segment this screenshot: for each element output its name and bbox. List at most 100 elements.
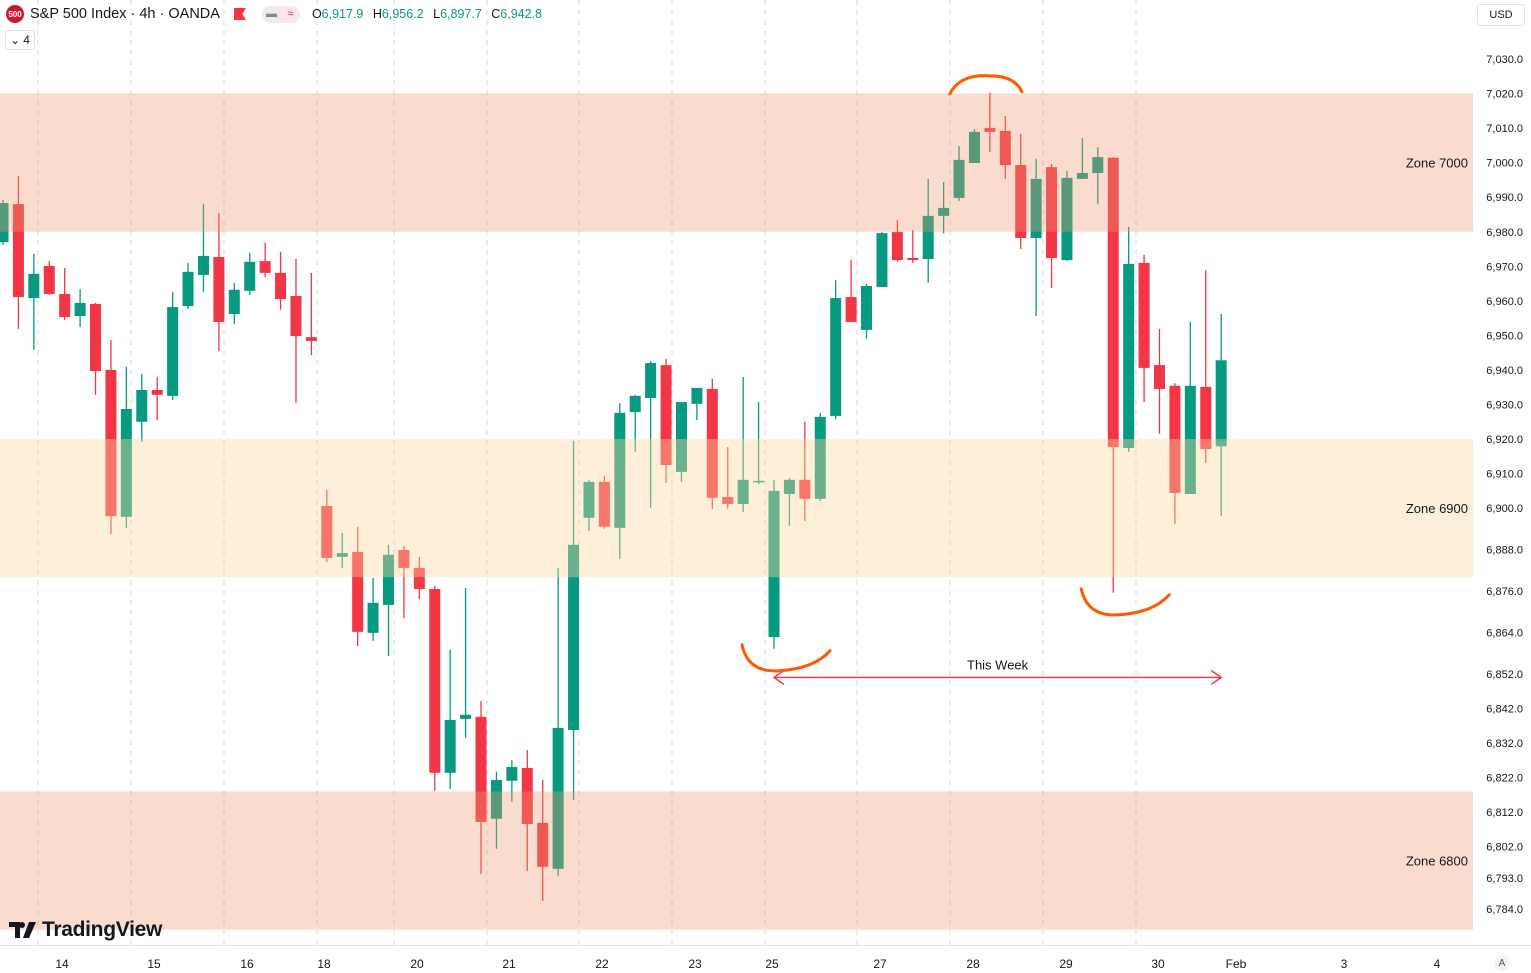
approx-icon[interactable]: ≈	[280, 5, 300, 23]
candle-body	[598, 481, 610, 527]
candle	[475, 700, 487, 875]
candle-body	[907, 258, 919, 261]
minus-icon[interactable]: ▬	[261, 5, 281, 23]
time-tick-label: 27	[873, 957, 887, 971]
candle-body	[1215, 360, 1227, 447]
candle-body	[228, 289, 240, 314]
price-tick-label: 7,010.0	[1486, 123, 1523, 135]
candle	[706, 378, 718, 509]
candle-body	[1030, 178, 1042, 238]
zone-label: Zone 7000	[1406, 156, 1468, 171]
candle-body	[845, 297, 857, 322]
candle-body	[120, 408, 132, 517]
zone-band	[0, 439, 1473, 578]
candle	[1061, 170, 1073, 262]
candle	[228, 282, 240, 324]
candle-body	[583, 481, 595, 518]
candle-body	[876, 233, 888, 288]
tradingview-logo-icon	[9, 922, 36, 938]
legend-count: 4	[23, 33, 30, 47]
candle-body	[1200, 386, 1212, 450]
symbol-title[interactable]: S&P 500 Index · 4h · OANDA	[30, 6, 220, 22]
range-label: This Week	[967, 657, 1029, 672]
price-axis[interactable]: 7,030.0 7,020.0 7,010.0 7,000.0 6,990.0 6,980…	[1486, 54, 1523, 916]
candle-body	[460, 714, 472, 719]
time-tick-label: 4	[1434, 957, 1441, 971]
zone-zone-7000: Zone 7000	[0, 93, 1473, 232]
candle-body	[783, 479, 795, 494]
currency-button[interactable]: USD	[1477, 4, 1525, 26]
indicator-pill[interactable]: ▬ ≈	[261, 5, 300, 23]
candle	[583, 479, 595, 531]
candle-body	[197, 255, 209, 275]
price-tick-label: 6,793.0	[1486, 873, 1523, 885]
price-tick-label: 6,960.0	[1486, 296, 1523, 308]
price-tick-label: 6,812.0	[1486, 807, 1523, 819]
candle-body	[938, 207, 950, 216]
candle	[968, 129, 980, 163]
price-tick-label: 6,990.0	[1486, 192, 1523, 204]
price-tick-label: 6,970.0	[1486, 261, 1523, 273]
candle-body	[90, 303, 102, 371]
swing-low-mark	[1079, 587, 1171, 617]
candle	[830, 280, 842, 420]
candle	[861, 283, 873, 339]
close-key: C	[491, 7, 501, 21]
time-axis[interactable]: 14 15 16 18 20 21 22 23 25 27 28 29 30 Feb 3 4	[0, 945, 1531, 972]
candle-body	[645, 363, 657, 398]
candle	[1184, 321, 1196, 494]
price-tick-label: 6,822.0	[1486, 773, 1523, 785]
candle	[460, 587, 472, 738]
flag-icon[interactable]	[233, 8, 246, 20]
tradingview-logo[interactable]: TradingView	[9, 918, 162, 942]
candle-body	[552, 727, 564, 869]
price-tick-label: 6,876.0	[1486, 586, 1523, 598]
zone-band	[0, 791, 1473, 930]
candle	[1076, 138, 1088, 179]
candle	[0, 199, 9, 245]
candle	[1200, 270, 1212, 463]
candle-body	[74, 302, 86, 317]
price-tick-label: 6,980.0	[1486, 227, 1523, 239]
candle-body	[830, 298, 842, 416]
auto-scale-button[interactable]: A	[1494, 955, 1510, 971]
candle-body	[891, 232, 903, 261]
legend-toggle-button[interactable]: ⌄ 4	[5, 30, 35, 50]
candle-body	[1015, 165, 1027, 238]
candle-body	[753, 480, 765, 483]
candle-body	[660, 365, 672, 465]
candle	[722, 446, 734, 509]
candle-body	[968, 131, 980, 163]
candle-body	[151, 389, 163, 395]
candle	[953, 146, 965, 202]
candle	[783, 478, 795, 526]
candle-body	[568, 544, 580, 730]
time-tick-label: 16	[240, 957, 254, 971]
time-tick-label: 29	[1059, 957, 1073, 971]
candle-body	[259, 261, 271, 273]
candle	[321, 489, 333, 563]
candle	[413, 556, 425, 600]
candle	[799, 421, 811, 521]
high-value: 6,956.2	[381, 7, 424, 21]
candle-body	[244, 261, 256, 291]
candle-body	[182, 271, 194, 307]
high-key: H	[372, 7, 382, 21]
candle-body	[537, 822, 549, 867]
price-tick-label: 7,030.0	[1486, 54, 1523, 66]
candle-body	[275, 272, 287, 300]
candle	[275, 251, 287, 310]
candle	[614, 403, 626, 559]
candle-body	[799, 479, 811, 499]
candle-body	[1154, 365, 1165, 389]
candle-body	[43, 265, 55, 294]
candle	[244, 252, 256, 295]
open-value: 6,917.9	[321, 7, 364, 21]
candle-body	[737, 479, 749, 505]
candle	[999, 116, 1011, 179]
time-tick-label: 25	[765, 957, 779, 971]
candle-body	[305, 337, 317, 341]
candle	[1015, 133, 1027, 250]
candle-body	[1123, 263, 1135, 449]
